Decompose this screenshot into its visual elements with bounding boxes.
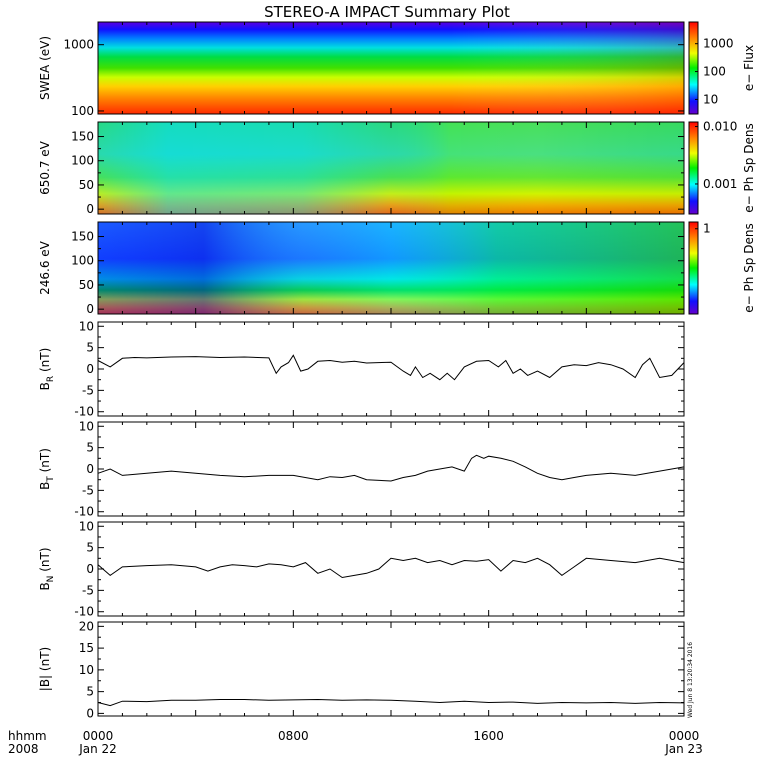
y-tick-label: 0	[86, 202, 94, 216]
panel-frame	[97, 521, 685, 617]
panel-1: 10 100 1000 e− Flux 100 1000 SWEA (eV)	[38, 21, 756, 118]
panel-5: -10 -5 0 5 10 BT (nT)	[38, 419, 685, 519]
trace-bmag	[97, 698, 685, 707]
colorbar-scale	[689, 222, 698, 314]
panel-frame	[97, 421, 685, 517]
y-tick-label: 20	[79, 619, 94, 633]
y-tick-label: 10	[79, 419, 94, 433]
colorbar-frame	[688, 121, 699, 215]
y-tick-label: -10	[74, 505, 94, 519]
y-tick-label: 0	[86, 462, 94, 476]
panel-7: 0 5 10 15 20 |B| (nT)	[38, 619, 685, 720]
y-axis-label: SWEA (eV)	[38, 36, 52, 100]
y-tick-label: 50	[79, 278, 94, 292]
colorbar-label: e− Ph Sp Dens	[742, 223, 756, 312]
time-tick-label: 0000	[669, 729, 700, 743]
y-tick-label: 10	[79, 663, 94, 677]
colorbar-label: e− Flux	[742, 45, 756, 91]
colorbar-tick-label: 0.010	[703, 120, 737, 134]
spectrogram-shading-3	[98, 222, 684, 314]
colorbar-tick-label: 100	[703, 65, 726, 79]
time-label-hhmm: hhmm	[8, 729, 47, 743]
y-tick-label: 5	[86, 541, 94, 555]
y-tick-label: 0	[86, 706, 94, 720]
colorbar-tick-label: 10	[703, 92, 718, 106]
colorbar-1: 10 100 1000 e− Flux	[688, 21, 756, 115]
y-tick-label: 15	[79, 641, 94, 655]
trace-bt	[97, 454, 685, 482]
y-tick-label: 1000	[63, 38, 94, 52]
trace-br	[97, 354, 685, 381]
y-tick-label: 100	[71, 104, 94, 118]
y-tick-label: 0	[86, 362, 94, 376]
y-tick-label: 150	[71, 130, 94, 144]
y-tick-label: -10	[74, 405, 94, 419]
timestamp-stamp: Wed Jun 8 13:20:34 2016	[687, 642, 694, 718]
y-tick-label: 0	[86, 302, 94, 316]
colorbar-tick-label: 1	[703, 222, 711, 236]
y-tick-label: -5	[82, 383, 94, 397]
colorbar-scale	[689, 122, 698, 214]
plot-title: STEREO-A IMPACT Summary Plot	[264, 3, 510, 21]
y-tick-label: 5	[86, 441, 94, 455]
y-tick-label: 0	[86, 562, 94, 576]
y-tick-label: 150	[71, 230, 94, 244]
y-tick-label: 100	[71, 254, 94, 268]
panel-6: -10 -5 0 5 10 BN (nT)	[38, 519, 685, 619]
colorbar-frame	[688, 221, 699, 315]
y-tick-label: 5	[86, 341, 94, 355]
time-tick-date: Jan 23	[664, 742, 703, 756]
y-tick-label: 100	[71, 154, 94, 168]
spectrogram-shading-2	[98, 122, 684, 214]
colorbar-label: e− Ph Sp Dens	[742, 123, 756, 212]
time-tick-label: 1600	[473, 729, 504, 743]
colorbar-2: 0.001 0.010 e− Ph Sp Dens	[688, 120, 756, 215]
y-tick-label: 5	[86, 685, 94, 699]
panel-2: 0.001 0.010 e− Ph Sp Dens 0 50 100 150 650.7 eV	[38, 120, 756, 217]
y-axis-label: BR (nT)	[38, 348, 56, 391]
y-tick-label: -5	[82, 583, 94, 597]
colorbar-scale	[689, 22, 698, 114]
panel-frame	[97, 621, 685, 717]
y-tick-label: 10	[79, 519, 94, 533]
colorbar-frame	[688, 21, 699, 115]
y-tick-label: 50	[79, 178, 94, 192]
trace-bn	[97, 557, 685, 579]
panel-3: 1 e− Ph Sp Dens 0 50 100 150 246.6 eV	[38, 221, 756, 316]
y-axis-label: 650.7 eV	[38, 140, 52, 195]
spectrogram-shading-1	[98, 22, 684, 114]
time-tick-label: 0800	[278, 729, 309, 743]
time-tick-date: Jan 22	[78, 742, 117, 756]
y-axis-label: BT (nT)	[38, 448, 56, 490]
y-tick-label: 10	[79, 319, 94, 333]
time-tick-label: 0000	[83, 729, 114, 743]
y-axis-label: 246.6 eV	[38, 240, 52, 295]
colorbar-3: 1 e− Ph Sp Dens	[688, 221, 756, 315]
time-label-year: 2008	[8, 742, 39, 756]
colorbar-tick-label: 1000	[703, 37, 734, 51]
y-tick-label: -10	[74, 605, 94, 619]
y-axis-label: |B| (nT)	[38, 647, 52, 691]
y-tick-label: -5	[82, 483, 94, 497]
y-axis-label: BN (nT)	[38, 547, 56, 590]
colorbar-tick-label: 0.001	[703, 177, 737, 191]
panel-frame	[97, 321, 685, 417]
panel-4: -10 -5 0 5 10 BR (nT)	[38, 319, 685, 419]
